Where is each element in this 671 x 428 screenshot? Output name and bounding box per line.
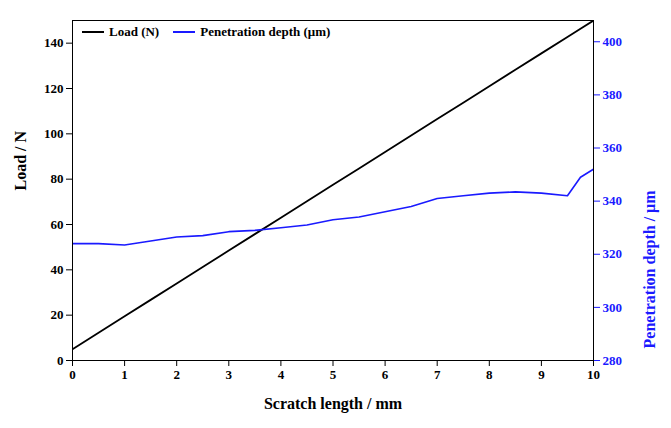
svg-text:Penetration depth / μm: Penetration depth / μm	[641, 190, 659, 349]
svg-text:9: 9	[538, 367, 545, 382]
html-text:Penetration depth (μm): Penetration depth (μm)	[200, 24, 331, 39]
svg-text:3: 3	[226, 367, 233, 382]
svg-text:380: 380	[603, 87, 623, 102]
svg-text:360: 360	[603, 140, 623, 155]
svg-text:1: 1	[121, 367, 128, 382]
svg-text:Scratch length / mm: Scratch length / mm	[264, 395, 403, 413]
svg-text:280: 280	[603, 353, 623, 368]
svg-text:Load / N: Load / N	[12, 130, 29, 190]
svg-text:60: 60	[51, 217, 64, 232]
svg-text:20: 20	[51, 307, 64, 322]
svg-text:6: 6	[382, 367, 389, 382]
svg-text:5: 5	[330, 367, 337, 382]
svg-text:40: 40	[51, 262, 64, 277]
svg-text:320: 320	[603, 246, 623, 261]
svg-text:4: 4	[278, 367, 285, 382]
svg-text:2: 2	[173, 367, 180, 382]
svg-text:80: 80	[51, 171, 64, 186]
svg-text:8: 8	[486, 367, 493, 382]
svg-text:7: 7	[434, 367, 441, 382]
svg-text:10: 10	[587, 367, 600, 382]
svg-text:300: 300	[603, 300, 623, 315]
svg-text:0: 0	[57, 353, 64, 368]
html-text:Load (N): Load (N)	[109, 24, 160, 39]
svg-text:0: 0	[69, 367, 76, 382]
svg-text:340: 340	[603, 193, 623, 208]
svg-text:120: 120	[44, 81, 64, 96]
svg-text:400: 400	[603, 34, 623, 49]
svg-text:100: 100	[44, 126, 64, 141]
svg-text:140: 140	[44, 35, 64, 50]
